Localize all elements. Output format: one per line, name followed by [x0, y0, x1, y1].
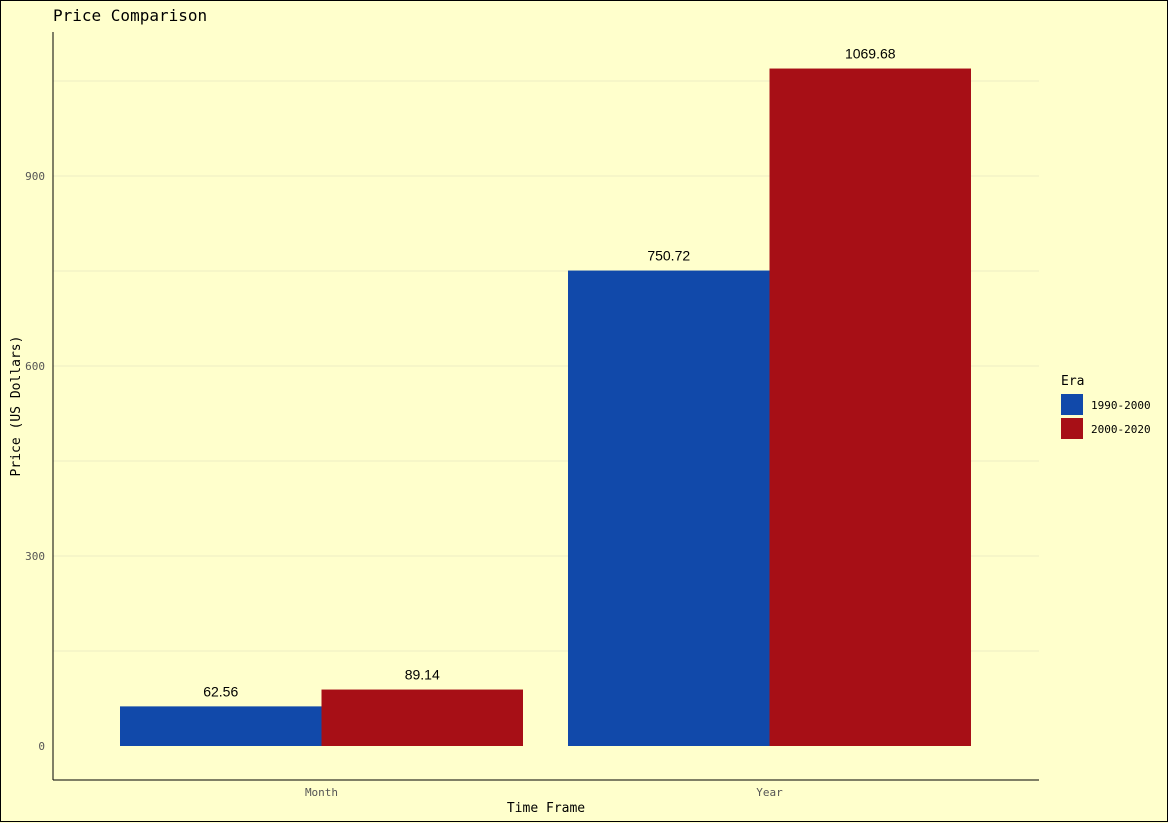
bar-year-1990-2000 — [568, 270, 770, 746]
bar-year-2000-2020 — [769, 68, 971, 746]
y-axis-title: Price (US Dollars) — [9, 336, 24, 477]
x-axis-ticks: Month Year — [305, 786, 783, 799]
legend-swatch — [1061, 418, 1083, 439]
bars — [120, 68, 971, 746]
legend-swatch — [1061, 394, 1083, 415]
bar-month-1990-2000 — [120, 706, 322, 746]
y-axis-ticks: 0 300 600 900 — [25, 170, 45, 753]
y-tick-label: 0 — [38, 740, 45, 753]
x-tick-label: Year — [756, 786, 783, 799]
data-label: 1069.68 — [845, 46, 896, 62]
y-tick-label: 300 — [25, 550, 45, 563]
x-axis-title: Time Frame — [507, 801, 585, 816]
legend: Era 1990-2000 2000-2020 — [1061, 374, 1151, 439]
y-tick-label: 900 — [25, 170, 45, 183]
data-label: 89.14 — [405, 667, 440, 683]
grid-lines — [53, 80, 1039, 652]
data-label: 750.72 — [647, 248, 690, 264]
x-tick-label: Month — [305, 786, 338, 799]
legend-label: 1990-2000 — [1091, 399, 1151, 412]
legend-title: Era — [1061, 374, 1084, 389]
y-tick-label: 600 — [25, 360, 45, 373]
bar-month-2000-2020 — [321, 689, 523, 746]
legend-label: 2000-2020 — [1091, 423, 1151, 436]
data-labels: 62.56 89.14 750.72 1069.68 — [203, 46, 896, 700]
data-label: 62.56 — [203, 683, 238, 699]
chart-title: Price Comparison — [53, 6, 207, 25]
